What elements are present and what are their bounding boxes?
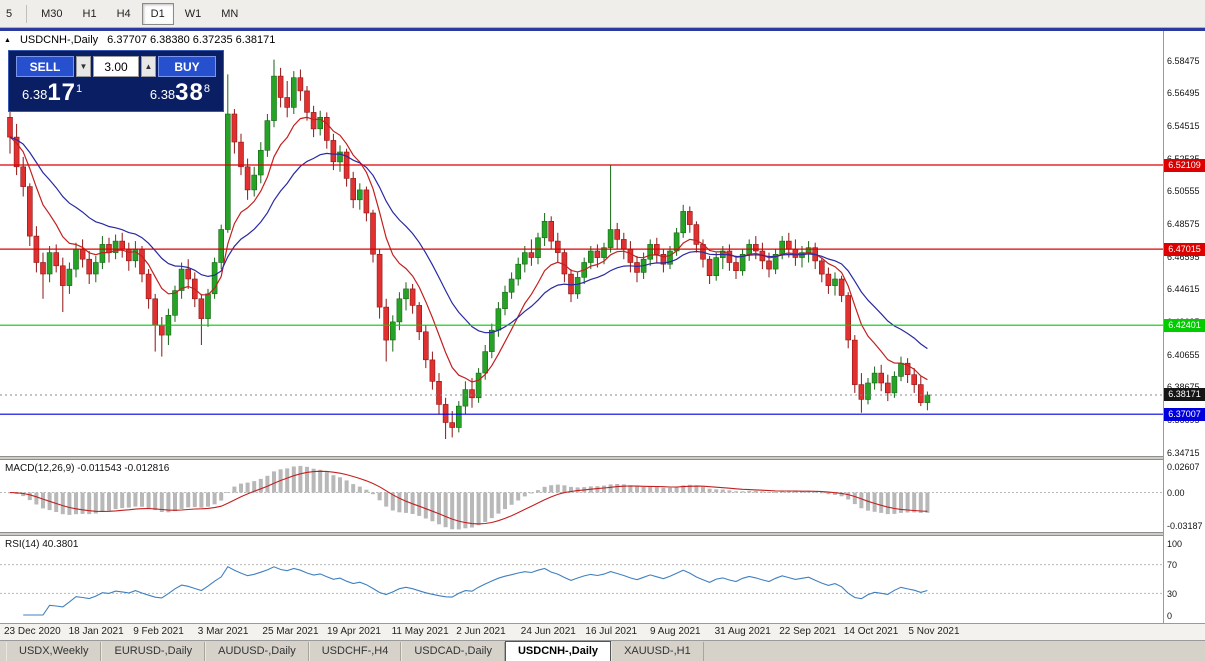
timeframe-mn[interactable]: MN [221,7,239,20]
price-axis-label: 6.44615 [1167,284,1200,295]
buy-price-display: 6.38 38 8 [150,81,210,105]
hline-price-badge: 6.47015 [1164,242,1205,256]
tab-usdchf-h4[interactable]: USDCHF-,H4 [308,641,402,661]
macd-axis-label: 0.02607 [1167,461,1200,472]
price-axis-column: 6.58475 6.56495 6.54515 6.52535 6.50555 6.485… [1163,31,1205,623]
chart-title-overlay: ▲ USDCNH-,Daily 6.37707 6.38380 6.37235 … [4,34,275,46]
chevron-down-icon: ▼ [79,61,88,71]
rsi-indicator-title: RSI(14) 40.3801 [5,539,79,550]
chart-window-top-border [0,28,1205,31]
timeframe-5[interactable]: 5 [6,7,13,20]
rsi-line [23,565,928,616]
macd-axis-label: 0.00 [1167,488,1185,499]
moving-average-9 [9,116,928,383]
tab-usdx-weekly[interactable]: USDX,Weekly [6,641,102,661]
date-label: 24 Jun 2021 [520,626,576,637]
buy-price-prefix: 6.38 [149,87,176,102]
rsi-axis-label: 0 [1167,610,1173,621]
moving-average-21 [9,136,928,350]
sell-button[interactable]: SELL [16,56,74,77]
rsi-panel[interactable] [0,536,1163,623]
price-axis-label: 6.38675 [1167,382,1200,393]
one-click-trading-panel: SELL ▼ ▲ BUY 6.38 17 1 6.38 38 8 [8,50,224,112]
timeframe-d1[interactable]: D1 [141,2,174,25]
date-label: 14 Oct 2021 [843,626,899,637]
date-label: 9 Aug 2021 [650,626,701,637]
buy-price-pipette: 8 [203,83,210,95]
price-axis-label: 6.34715 [1167,447,1200,458]
price-axis-label: 6.56495 [1167,88,1200,99]
hline-price-badge: 6.52109 [1164,158,1205,172]
tab-audusd-daily[interactable]: AUDUSD-,Daily [205,641,309,661]
price-axis-label: 6.58475 [1167,55,1200,66]
price-axis-label: 6.50555 [1167,186,1200,197]
current-price-badge: 6.38171 [1164,388,1205,402]
macd-indicator-title: MACD(12,26,9) -0.011543 -0.012816 [5,463,170,474]
price-chart-canvas[interactable] [0,31,1163,456]
volume-increase-button[interactable]: ▲ [141,56,156,77]
sell-price-pipette: 1 [76,83,83,95]
sell-price-display: 6.38 17 1 [22,81,82,105]
panel-separator[interactable] [0,456,1205,460]
rsi-axis-label: 70 [1167,560,1178,571]
date-label: 18 Jan 2021 [68,626,124,637]
price-axis-label: 6.52535 [1167,154,1200,164]
date-label: 25 Mar 2021 [262,626,319,637]
chart-symbol-label: USDCNH-,Daily [19,34,99,46]
date-label: 16 Jul 2021 [585,626,638,637]
date-label: 11 May 2021 [391,626,449,637]
volume-input[interactable] [93,56,139,77]
tab-usdcad-daily[interactable]: USDCAD-,Daily [401,641,505,661]
date-label: 5 Nov 2021 [908,626,960,637]
tab-xauusd-h1[interactable]: XAUUSD-,H1 [611,641,704,661]
chart-ohlc-values: 6.37707 6.38380 6.37235 6.38171 [107,34,276,46]
timeframe-h1[interactable]: H1 [82,7,97,20]
buy-price-main: 38 [175,79,204,106]
date-axis: 23 Dec 2020 18 Jan 2021 9 Feb 2021 3 Mar 20… [0,623,1205,640]
chart-tab-bar: USDX,Weekly EURUSD-,Daily AUDUSD-,Daily USD… [0,640,1205,661]
date-label: 3 Mar 2021 [197,626,249,637]
timeframe-h4[interactable]: H4 [116,7,131,20]
sell-price-prefix: 6.38 [22,87,48,102]
date-label: 2 Jun 2021 [456,626,506,637]
chevron-up-icon: ▲ [144,61,153,71]
volume-decrease-button[interactable]: ▼ [76,56,91,77]
date-label: 23 Dec 2020 [4,626,61,637]
price-axis-label: 6.46595 [1167,251,1200,262]
hline-price-badge: 6.42401 [1164,318,1205,332]
triangle-icon: ▲ [4,36,11,44]
price-axis-label: 6.48575 [1167,218,1200,229]
macd-signal-line [9,470,928,525]
price-axis-label: 6.40655 [1167,349,1200,360]
timeframe-toolbar: 5 M30 H1 H4 D1 W1 MN [0,0,1205,28]
toolbar-separator [26,4,28,23]
date-label: 22 Sep 2021 [779,626,836,637]
rsi-axis-label: 30 [1167,588,1178,599]
timeframe-m30[interactable]: M30 [41,7,63,20]
price-axis-label: 6.54515 [1167,120,1200,131]
macd-panel[interactable] [0,460,1163,532]
panel-separator[interactable] [0,532,1205,536]
timeframe-w1[interactable]: W1 [184,7,202,20]
hline-price-badge: 6.37007 [1164,407,1205,421]
sell-price-main: 17 [47,79,77,106]
rsi-axis-label: 100 [1167,538,1183,549]
date-label: 9 Feb 2021 [133,626,184,637]
date-label: 31 Aug 2021 [714,626,771,637]
date-label: 19 Apr 2021 [327,626,381,637]
tab-eurusd-daily[interactable]: EURUSD-,Daily [101,641,206,661]
macd-histogram [8,465,930,530]
buy-button[interactable]: BUY [158,56,216,77]
tab-usdcnh-daily[interactable]: USDCNH-,Daily [504,640,612,661]
macd-axis-label: -0.03187 [1167,520,1203,531]
